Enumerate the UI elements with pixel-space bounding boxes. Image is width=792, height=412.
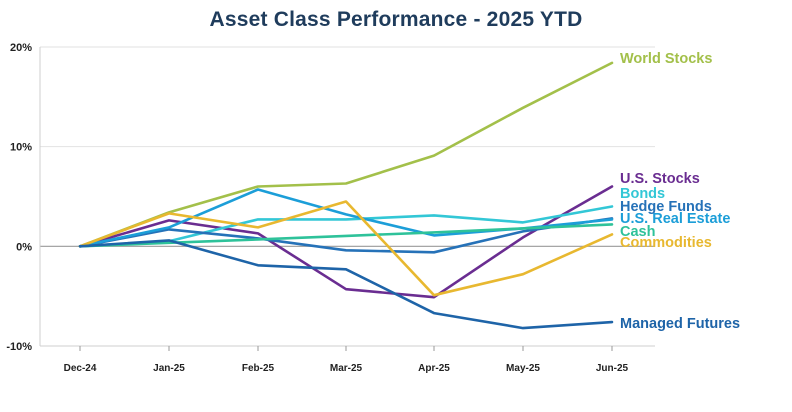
series-label: U.S. Real Estate: [620, 211, 730, 227]
series-line-hedge-funds: [78, 217, 614, 254]
series-label: Commodities: [620, 235, 712, 251]
series-line-commodities: [78, 200, 614, 297]
x-tick-label: Feb-25: [242, 363, 275, 374]
x-tick-label: Apr-25: [418, 363, 450, 374]
y-tick-label: 20%: [10, 42, 32, 54]
series-layer: [78, 61, 614, 330]
y-tick-label: 0%: [16, 241, 32, 253]
series-label: Bonds: [620, 186, 665, 202]
series-label: Managed Futures: [620, 316, 740, 332]
series-label: Hedge Funds: [620, 199, 712, 215]
y-tick-label: -10%: [6, 341, 32, 353]
x-tick-label: May-25: [506, 363, 540, 374]
label-layer: 20% 10% 0% -10% Dec-24 Jan-25 Feb-25 Mar-25 Apr-…: [6, 42, 740, 374]
x-tick-label: Dec-24: [64, 363, 97, 374]
x-tick-label: Mar-25: [330, 363, 363, 374]
grid-layer: [39, 46, 655, 351]
y-tick-label: 10%: [10, 142, 32, 154]
series-line-managed-futures: [78, 239, 614, 330]
series-label: World Stocks: [620, 51, 712, 67]
x-tick-label: Jun-25: [596, 363, 629, 374]
series-label: Cash: [620, 224, 655, 240]
series-label: U.S. Stocks: [620, 171, 700, 187]
x-tick-label: Jan-25: [153, 363, 185, 374]
series-line-cash: [78, 223, 614, 248]
chart-title: Asset Class Performance - 2025 YTD: [209, 8, 583, 31]
series-line-u-s-stocks: [78, 185, 614, 299]
